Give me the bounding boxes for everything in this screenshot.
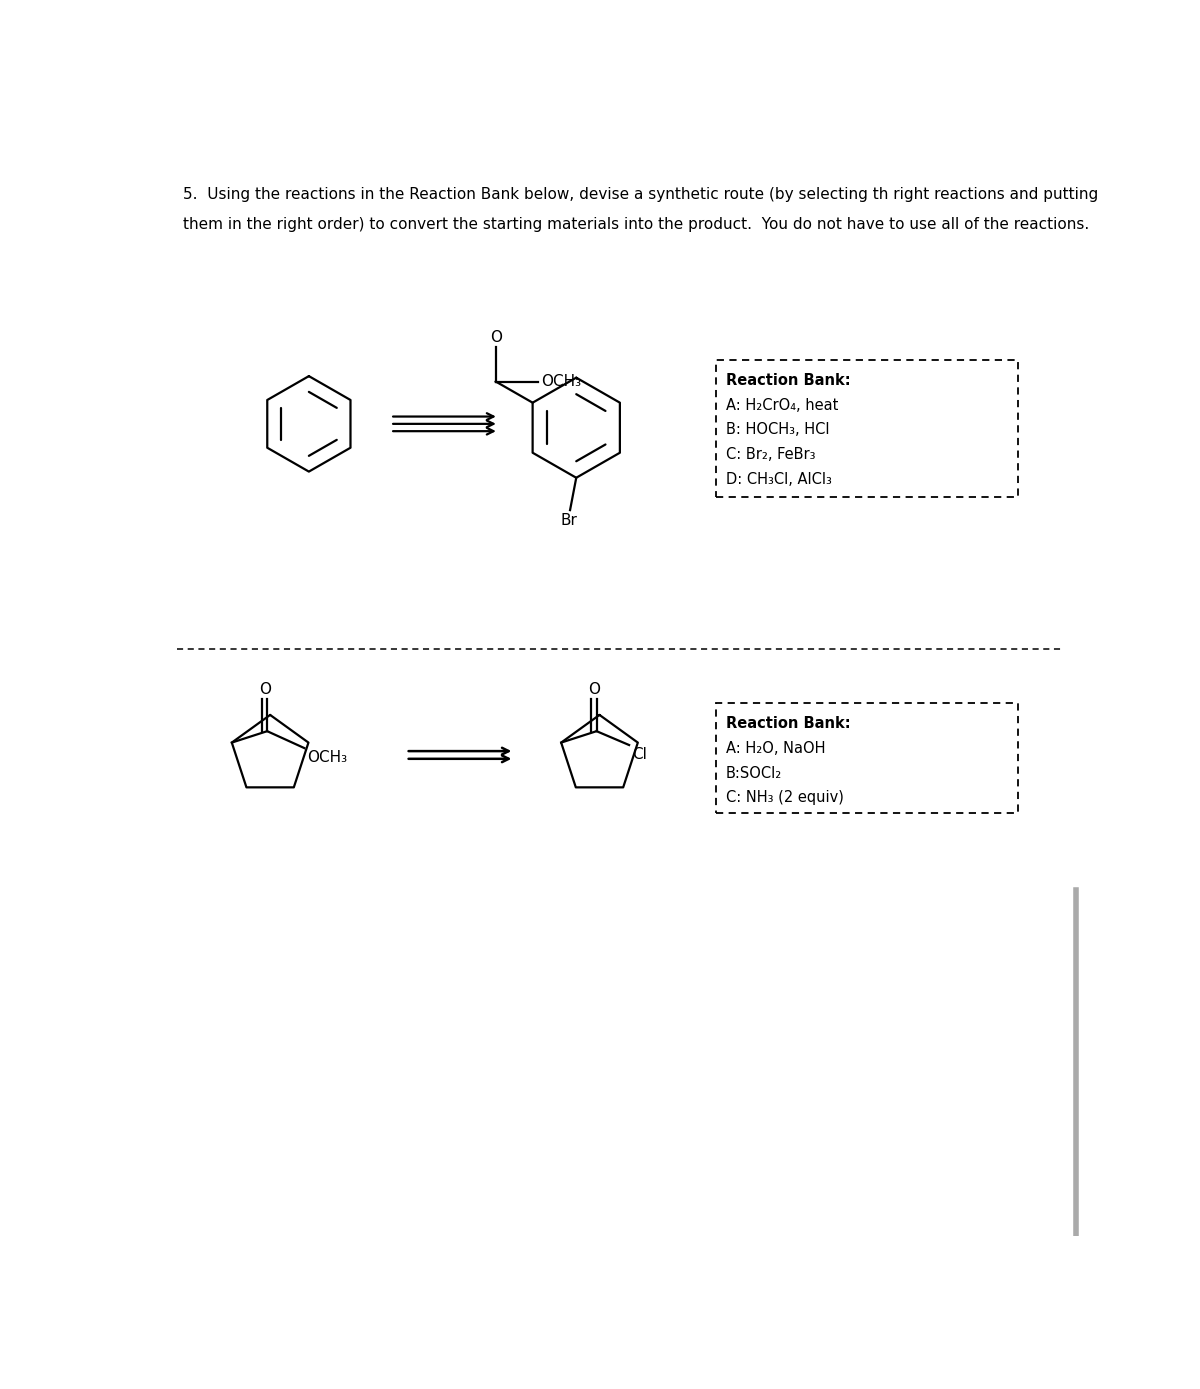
Text: B:SOCl₂: B:SOCl₂ xyxy=(726,765,782,781)
Text: them in the right order) to convert the starting materials into the product.  Yo: them in the right order) to convert the … xyxy=(182,217,1088,232)
Text: D: CH₃Cl, AlCl₃: D: CH₃Cl, AlCl₃ xyxy=(726,472,832,486)
Text: OCH₃: OCH₃ xyxy=(541,374,581,389)
Text: 5.  Using the reactions in the Reaction Bank below, devise a synthetic route (by: 5. Using the reactions in the Reaction B… xyxy=(182,188,1098,203)
Text: OCH₃: OCH₃ xyxy=(307,750,348,765)
Text: Cl: Cl xyxy=(632,746,647,761)
Text: Br: Br xyxy=(560,513,577,528)
Text: Reaction Bank:: Reaction Bank: xyxy=(726,717,851,732)
Text: O: O xyxy=(490,329,502,344)
Text: C: NH₃ (2 equiv): C: NH₃ (2 equiv) xyxy=(726,790,844,806)
Text: O: O xyxy=(588,682,600,696)
Text: A: H₂CrO₄, heat: A: H₂CrO₄, heat xyxy=(726,397,838,413)
Text: C: Br₂, FeBr₃: C: Br₂, FeBr₃ xyxy=(726,447,815,463)
Text: Reaction Bank:: Reaction Bank: xyxy=(726,374,851,388)
Text: O: O xyxy=(259,682,271,696)
FancyBboxPatch shape xyxy=(715,360,1018,497)
Text: B: HOCH₃, HCl: B: HOCH₃, HCl xyxy=(726,422,829,438)
Text: A: H₂O, NaOH: A: H₂O, NaOH xyxy=(726,742,826,756)
FancyBboxPatch shape xyxy=(715,703,1018,813)
